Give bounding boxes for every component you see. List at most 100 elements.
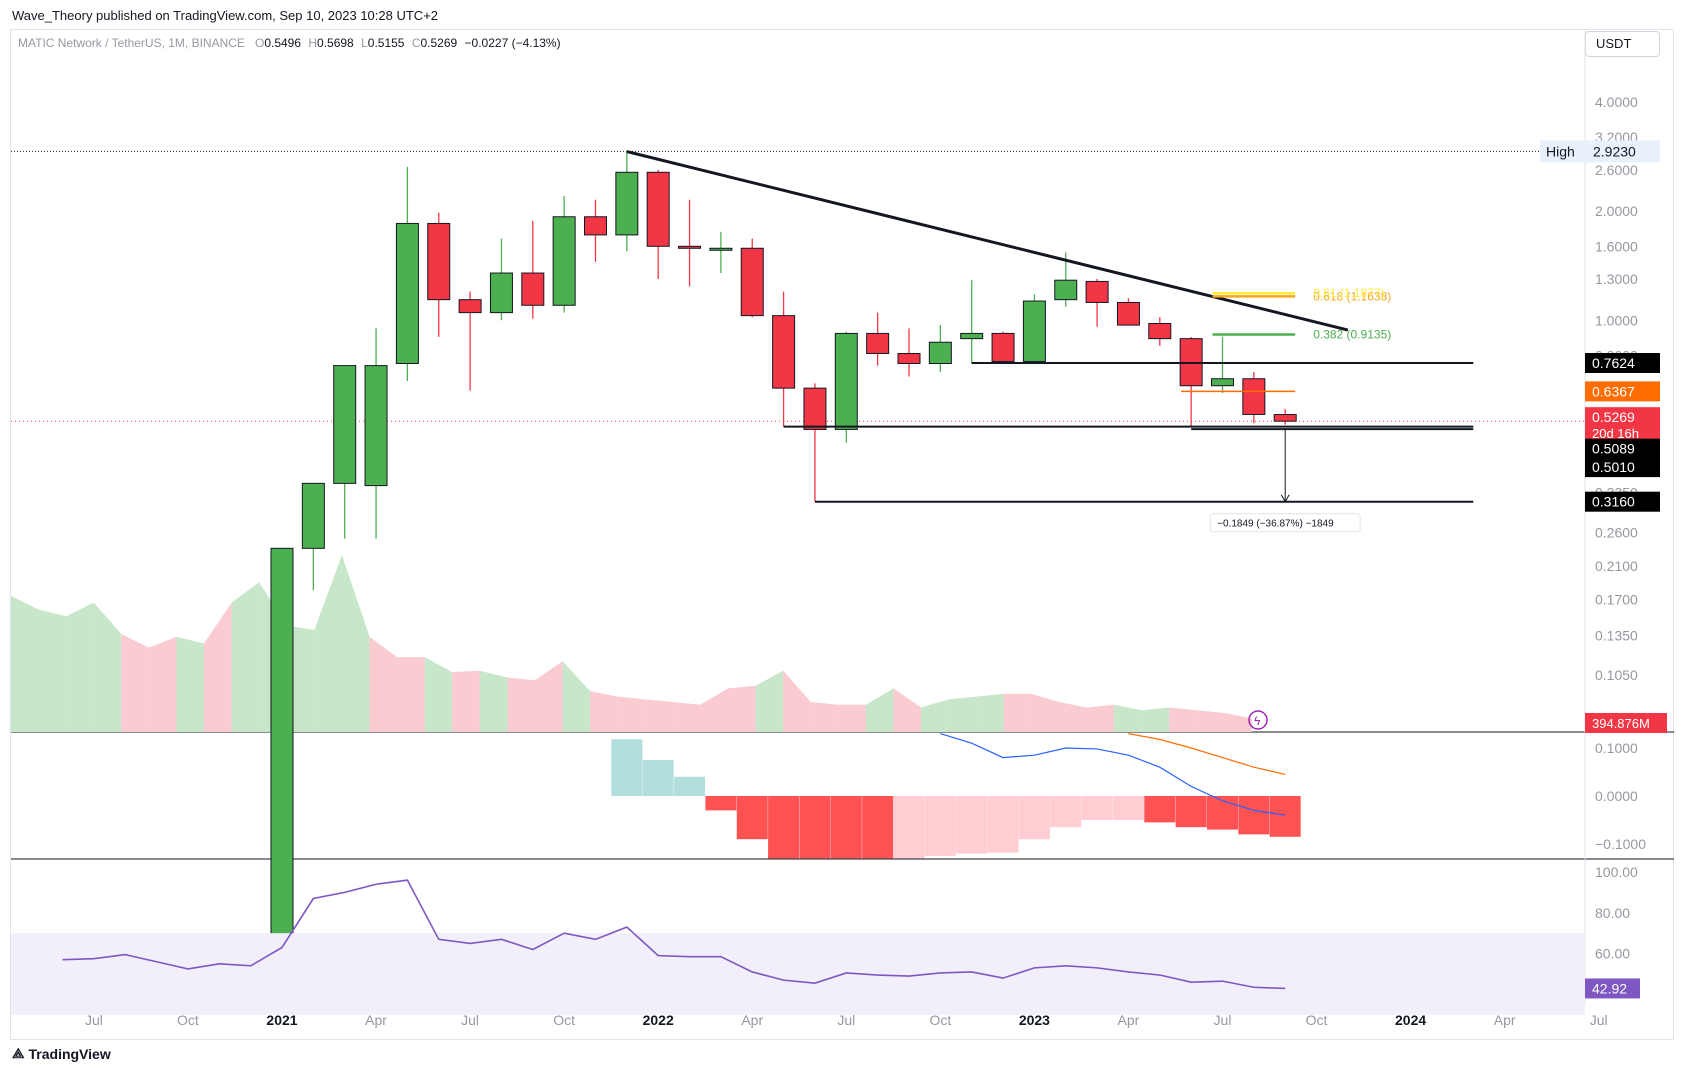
macd-histogram-bar [1238, 796, 1270, 835]
tradingview-logo-icon: ⟁ [12, 1045, 25, 1061]
volume-area-segment [700, 688, 729, 732]
time-axis-tick: Jul [837, 1012, 855, 1028]
price-axis-tick: 2.0000 [1595, 203, 1638, 219]
change-value: −0.0227 (−4.13%) [464, 36, 561, 50]
candle-body [866, 332, 890, 354]
macd-histogram-bar [674, 776, 706, 796]
time-axis-tick: Oct [929, 1012, 951, 1028]
publisher-caption: Wave_Theory published on TradingView.com… [12, 8, 439, 23]
macd-histogram-bar [924, 796, 956, 856]
candle-body [458, 299, 482, 314]
candle-body [1148, 322, 1172, 340]
candle-body [521, 272, 545, 306]
low-label: L [361, 36, 368, 50]
currency-button[interactable]: USDT [1585, 31, 1660, 57]
close-label: C [411, 36, 421, 50]
volume-area-segment [507, 677, 535, 732]
candle-body [1054, 279, 1078, 301]
candle-body [1116, 301, 1140, 326]
lightning-icon [1248, 710, 1268, 730]
volume-area-segment [838, 704, 866, 732]
rsi-last-label: 42.92 [1592, 980, 1627, 996]
price-axis-badge-label: 0.7624 [1592, 355, 1635, 371]
macd-histogram-bar [1112, 796, 1144, 820]
candle-body [928, 341, 952, 365]
volume-area-segment [11, 595, 39, 732]
macd-histogram-bar [1144, 796, 1176, 823]
open-value: 0.5496 [264, 36, 302, 50]
macd-histogram-bar [1050, 796, 1082, 828]
candle-body [364, 365, 388, 487]
price-axis-badge [1585, 407, 1660, 444]
macd-histogram-bar [987, 796, 1019, 853]
volume-area-segment [645, 699, 673, 732]
time-axis-tick: Jul [85, 1012, 103, 1028]
volume-area-segment [755, 670, 784, 732]
price-axis-tick: 0.2600 [1595, 524, 1638, 540]
volume-area-segment [1086, 704, 1115, 732]
candle-body [1085, 280, 1109, 303]
macd-line [940, 733, 1286, 816]
high-value-bg [1585, 140, 1660, 163]
candle-body [270, 547, 294, 950]
candle-body [803, 387, 827, 430]
fib-level-label: 0.618 (1.1638) [1313, 289, 1391, 303]
symbol-name[interactable]: MATIC Network / TetherUS, 1M, BINANCE [18, 36, 245, 50]
brand-name: TradingView [28, 1045, 111, 1062]
lightning-icon-glyph: ϟ [1254, 714, 1261, 728]
volume-area-segment [452, 670, 480, 732]
measure-label: −0.1849 (−36.87%) −1849 [1217, 519, 1334, 530]
volume-area-segment [341, 555, 370, 732]
price-axis-badge [1585, 438, 1660, 459]
volume-area-segment [590, 691, 618, 732]
candle-body [489, 272, 513, 314]
close-value: 0.5269 [420, 36, 458, 50]
candle-body [301, 482, 325, 549]
symbol-legend: MATIC Network / TetherUS, 1M, BINANCE O0… [18, 36, 565, 50]
high-marker-value: 2.9230 [1593, 143, 1636, 159]
high-value: 0.5698 [317, 36, 354, 50]
candle-body [333, 365, 357, 484]
volume-area-segment [1224, 712, 1252, 732]
volume-area-segment [176, 636, 205, 732]
macd-axis-tick: 0.1000 [1595, 740, 1638, 756]
volume-area-segment [314, 555, 342, 732]
volume-area-segment [948, 696, 977, 732]
volume-area-segment [38, 609, 67, 732]
rsi-axis-tick: 60.00 [1595, 946, 1630, 962]
volume-area-segment [1141, 707, 1170, 732]
footer-brand[interactable]: ⟁ TradingView [12, 1045, 111, 1062]
price-axis-badge-label: 0.5010 [1592, 459, 1635, 475]
volume-area-segment [976, 693, 1004, 732]
macd-histogram-bar [642, 760, 674, 796]
macd-histogram-bar [736, 796, 768, 840]
volume-area-segment [810, 702, 839, 732]
macd-histogram-bar [1207, 796, 1238, 830]
candle-body [740, 247, 764, 317]
volume-area-segment [1114, 704, 1142, 732]
macd-histogram-bar [1018, 796, 1050, 840]
chart-svg[interactable]: 394.876Mϟ4.00003.20002.60002.00001.60001… [0, 0, 1682, 1040]
time-axis-tick: Apr [365, 1012, 387, 1028]
macd-histogram-bar [768, 796, 800, 859]
macd-histogram-bar [893, 796, 925, 859]
macd-histogram-bar [862, 796, 894, 859]
macd-axis-tick: 0.0000 [1595, 788, 1638, 804]
candle-body [678, 245, 702, 249]
price-axis-tick: 2.6000 [1595, 162, 1638, 178]
volume-area-segment [204, 602, 232, 732]
high-label: H [308, 36, 318, 50]
high-marker-label: High [1546, 143, 1575, 159]
candle-body [709, 247, 733, 251]
candle-body [1022, 300, 1046, 362]
volume-area-segment [479, 670, 508, 732]
volume-area-segment [1031, 693, 1059, 732]
candle-body [960, 332, 984, 340]
volume-area-segment [728, 685, 756, 732]
volume-area-segment [617, 696, 646, 732]
price-axis-badge-label: 0.6367 [1592, 383, 1635, 399]
rsi-band [11, 933, 1585, 1015]
candle-body [584, 216, 607, 236]
volume-area-segment [424, 657, 453, 732]
volume-area-segment [121, 633, 149, 732]
